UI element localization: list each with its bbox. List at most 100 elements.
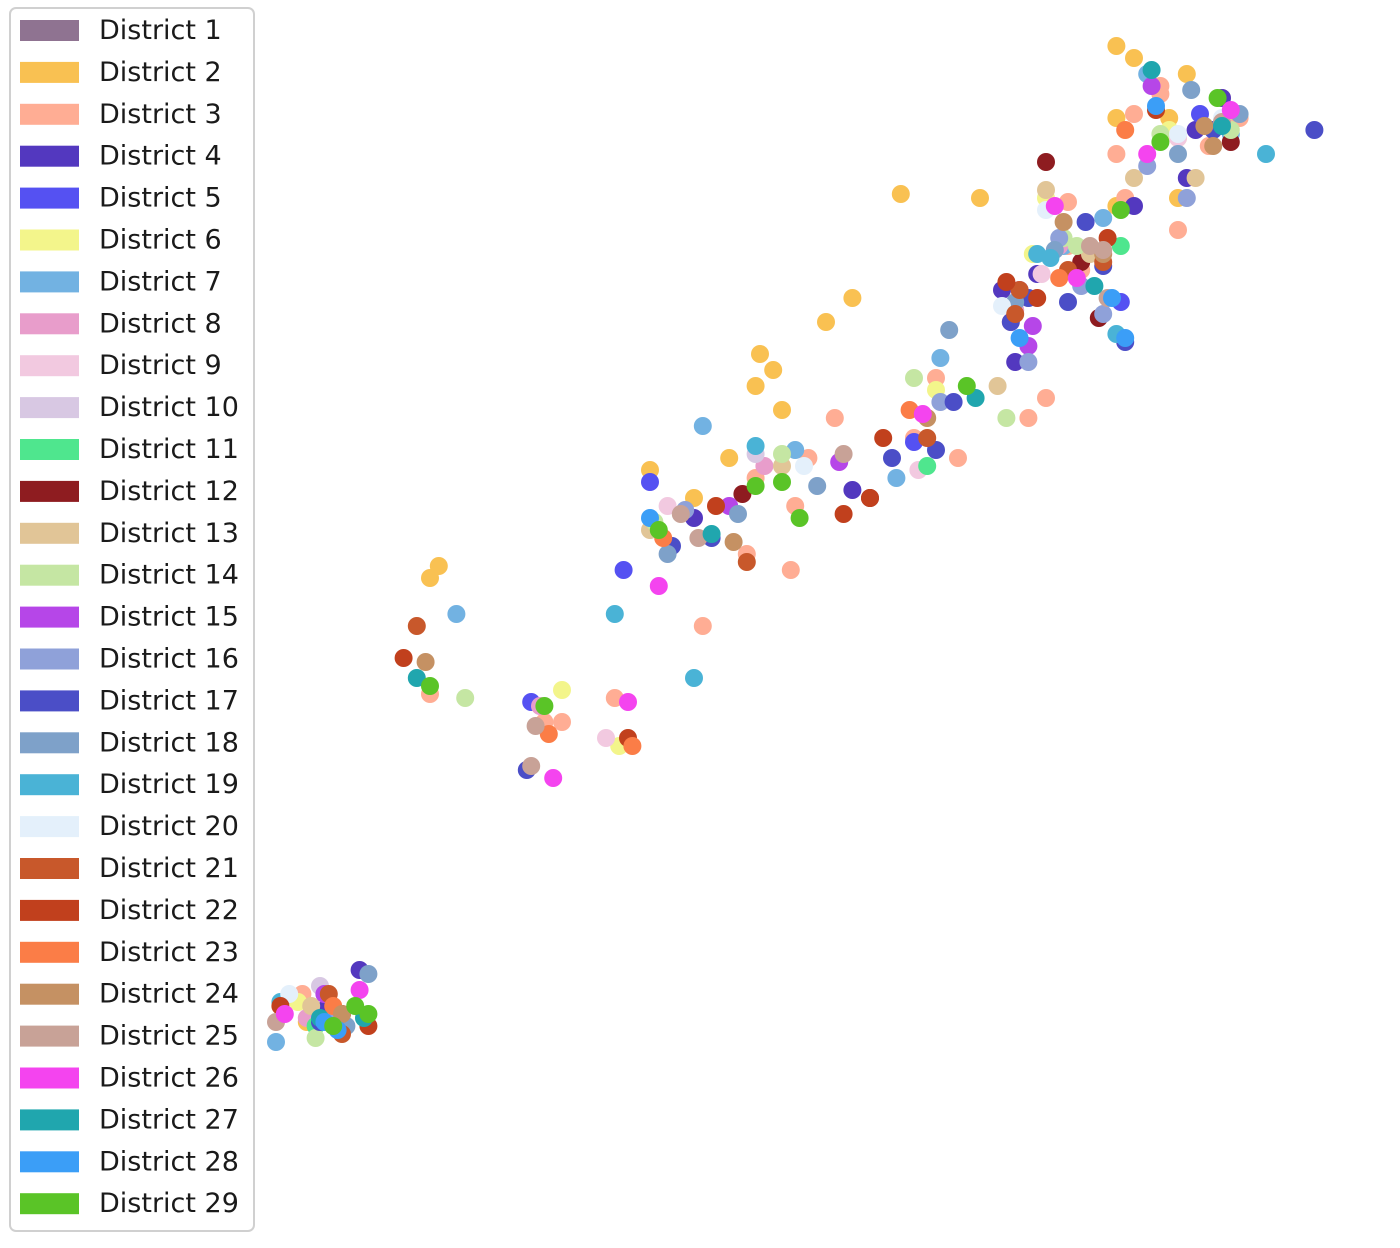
point-district-3-11 bbox=[949, 449, 967, 467]
legend-swatch-district-22 bbox=[20, 899, 79, 921]
point-district-29-7 bbox=[790, 509, 809, 527]
legend-label-district-2: District 2 bbox=[99, 57, 222, 88]
point-district-23-2 bbox=[539, 725, 558, 743]
point-district-21-9 bbox=[1010, 281, 1029, 299]
point-district-9-2 bbox=[658, 497, 677, 515]
legend-label-district-10: District 10 bbox=[99, 392, 239, 423]
point-district-29-6 bbox=[773, 473, 791, 491]
legend-swatch-district-2 bbox=[20, 61, 79, 83]
legend-label-district-1: District 1 bbox=[99, 15, 222, 46]
point-district-2-16 bbox=[1125, 49, 1143, 67]
legend-label-district-5: District 5 bbox=[99, 183, 222, 214]
point-district-28-5 bbox=[1116, 329, 1135, 347]
point-district-20-6 bbox=[1169, 125, 1187, 143]
point-district-29-3 bbox=[421, 677, 439, 695]
point-district-28-4 bbox=[1103, 289, 1121, 307]
point-district-29-8 bbox=[957, 377, 976, 395]
point-district-26-2 bbox=[350, 981, 369, 999]
point-district-2-8 bbox=[843, 289, 862, 307]
point-district-14-5 bbox=[905, 369, 923, 387]
point-district-28-7 bbox=[1010, 329, 1029, 347]
point-district-17-14 bbox=[883, 449, 901, 467]
point-district-29-9 bbox=[535, 697, 554, 715]
legend-label-district-12: District 12 bbox=[99, 476, 239, 507]
point-district-28-6 bbox=[1147, 97, 1165, 115]
point-district-5-2 bbox=[641, 473, 659, 491]
point-district-2-5 bbox=[720, 449, 739, 467]
point-district-3-6 bbox=[693, 617, 712, 635]
legend-label-district-11: District 11 bbox=[99, 434, 239, 465]
legend-label-district-9: District 9 bbox=[99, 350, 222, 381]
legend-swatch-district-6 bbox=[20, 229, 79, 251]
point-district-14-1 bbox=[306, 1029, 325, 1047]
legend-label-district-29: District 29 bbox=[99, 1188, 239, 1219]
legend: District 1 District 2 District 3 District 4… bbox=[9, 7, 255, 1232]
point-district-29-11 bbox=[1151, 133, 1170, 151]
legend-label-district-21: District 21 bbox=[99, 853, 239, 884]
legend-swatch-district-29 bbox=[20, 1193, 79, 1215]
point-district-27-7 bbox=[1213, 117, 1231, 135]
point-district-7-9 bbox=[1094, 209, 1113, 227]
point-district-18-4 bbox=[729, 505, 747, 523]
point-district-17-8 bbox=[1059, 293, 1077, 311]
point-district-27-6 bbox=[1085, 277, 1104, 295]
point-district-24-5 bbox=[1054, 213, 1073, 231]
point-district-29-2 bbox=[346, 997, 365, 1015]
point-district-15-4 bbox=[1023, 317, 1042, 335]
legend-label-district-16: District 16 bbox=[99, 644, 239, 675]
point-district-15-7 bbox=[1142, 77, 1161, 95]
legend-label-district-6: District 6 bbox=[99, 225, 222, 256]
legend-label-district-8: District 8 bbox=[99, 308, 222, 339]
point-district-26-7 bbox=[1045, 197, 1064, 215]
point-district-13-8 bbox=[1186, 169, 1205, 187]
point-district-17-5 bbox=[944, 393, 963, 411]
legend-swatch-district-9 bbox=[20, 355, 79, 377]
legend-label-district-14: District 14 bbox=[99, 560, 239, 591]
point-district-26-8 bbox=[1067, 269, 1086, 287]
point-district-21-6 bbox=[1006, 305, 1025, 323]
legend-swatch-district-7 bbox=[20, 271, 79, 293]
point-district-24-8 bbox=[1204, 137, 1223, 155]
point-district-29-10 bbox=[1111, 201, 1130, 219]
point-district-22-7 bbox=[874, 429, 893, 447]
point-district-7-2 bbox=[447, 605, 466, 623]
point-district-22-12 bbox=[861, 489, 879, 507]
point-district-4-11 bbox=[1006, 353, 1025, 371]
point-district-3-26 bbox=[1019, 409, 1038, 427]
point-district-2-13 bbox=[773, 401, 791, 419]
point-district-22-6 bbox=[834, 505, 853, 523]
point-district-3-25 bbox=[1037, 389, 1055, 407]
point-district-17-9 bbox=[1076, 213, 1095, 231]
point-district-26-6 bbox=[913, 405, 932, 423]
point-district-22-8 bbox=[997, 273, 1016, 291]
point-district-19-3 bbox=[746, 437, 765, 455]
point-district-13-7 bbox=[1125, 169, 1143, 187]
legend-swatch-district-3 bbox=[20, 103, 79, 125]
legend-swatch-district-18 bbox=[20, 732, 79, 754]
legend-swatch-district-14 bbox=[20, 564, 79, 586]
point-district-27-8 bbox=[1142, 61, 1161, 79]
point-district-20-3 bbox=[993, 297, 1011, 315]
legend-swatch-district-15 bbox=[20, 606, 79, 628]
point-district-4-10 bbox=[843, 481, 862, 499]
point-district-12-3 bbox=[1037, 153, 1055, 171]
point-district-26-5 bbox=[619, 693, 637, 711]
point-district-19-8 bbox=[685, 669, 703, 687]
legend-label-district-25: District 25 bbox=[99, 1021, 239, 1052]
legend-swatch-district-23 bbox=[20, 941, 79, 963]
legend-label-district-4: District 4 bbox=[99, 141, 222, 172]
legend-label-district-22: District 22 bbox=[99, 895, 239, 926]
point-district-7-5 bbox=[931, 349, 950, 367]
point-district-13-5 bbox=[1037, 181, 1055, 199]
point-district-14-11 bbox=[997, 409, 1016, 427]
point-district-23-5 bbox=[1050, 269, 1069, 287]
point-district-7-3 bbox=[693, 417, 712, 435]
legend-swatch-district-26 bbox=[20, 1067, 79, 1089]
point-district-18-3 bbox=[658, 545, 677, 563]
point-district-22-5 bbox=[707, 497, 725, 515]
legend-swatch-district-21 bbox=[20, 858, 79, 879]
legend-swatch-district-27 bbox=[20, 1109, 79, 1131]
point-district-17-13 bbox=[1305, 121, 1324, 139]
point-district-18-11 bbox=[940, 321, 959, 339]
point-district-27-3 bbox=[407, 669, 426, 687]
